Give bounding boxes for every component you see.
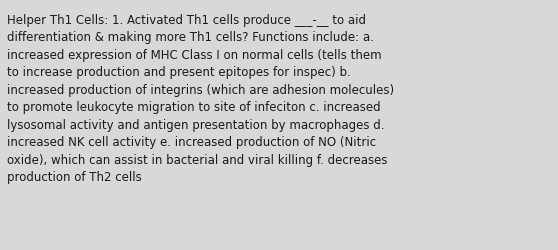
Text: Helper Th1 Cells: 1. Activated Th1 cells produce ___-__ to aid
differentiation &: Helper Th1 Cells: 1. Activated Th1 cells… (7, 14, 394, 183)
